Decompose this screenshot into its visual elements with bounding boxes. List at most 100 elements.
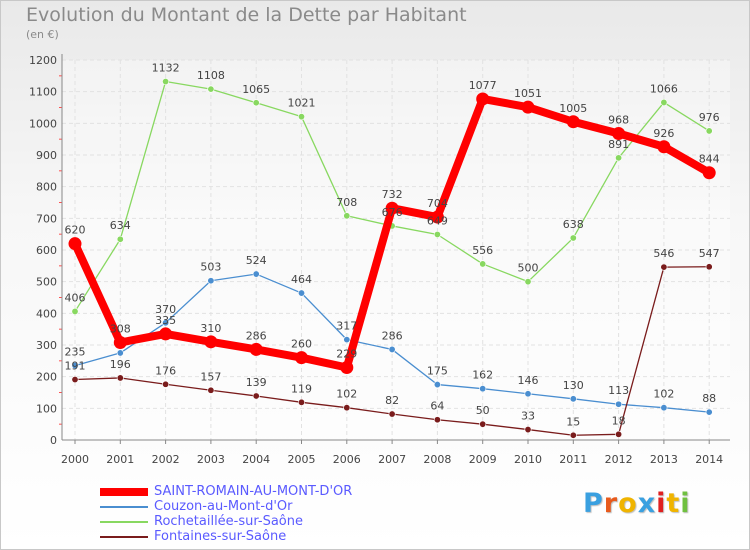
x-tick-label: 2007 bbox=[378, 453, 406, 466]
y-tick-label: 500 bbox=[36, 276, 57, 289]
data-label: 113 bbox=[608, 384, 629, 397]
series-point-0 bbox=[204, 335, 218, 349]
data-label: 50 bbox=[476, 404, 490, 417]
series-point-0 bbox=[476, 92, 490, 106]
series-point-2 bbox=[162, 78, 170, 86]
y-tick-label: 800 bbox=[36, 181, 57, 194]
data-label: 464 bbox=[291, 273, 312, 286]
series-point-1 bbox=[343, 336, 351, 344]
data-label: 229 bbox=[336, 347, 357, 360]
data-label: 1021 bbox=[288, 97, 316, 110]
data-label: 1077 bbox=[469, 79, 497, 92]
legend-swatch-fontaines bbox=[100, 536, 148, 538]
series-point-2 bbox=[433, 230, 441, 238]
data-label: 64 bbox=[430, 400, 444, 413]
axes: 0 100 200 300 400 500 600 700 800 900 1000 1100 1200… bbox=[29, 54, 730, 466]
series-point-0 bbox=[521, 100, 535, 114]
y-tick-label: 1200 bbox=[29, 54, 57, 67]
data-label: 317 bbox=[336, 320, 357, 333]
data-label: 82 bbox=[385, 394, 399, 407]
y-tick-label: 900 bbox=[36, 149, 57, 162]
data-label: 1132 bbox=[152, 62, 180, 75]
series-point-0 bbox=[566, 115, 580, 129]
series-point-3 bbox=[615, 430, 623, 438]
data-label: 1066 bbox=[650, 82, 678, 95]
data-label: 286 bbox=[246, 329, 267, 342]
series-group bbox=[68, 78, 716, 439]
data-label: 844 bbox=[699, 153, 720, 166]
data-labels: 620 308 335 310 286 260 229 732 704 1077 1051 1005 9… bbox=[65, 62, 720, 429]
series-point-3 bbox=[705, 263, 713, 271]
legend-label: Rochetaillée-sur-Saône bbox=[154, 514, 303, 529]
series-point-3 bbox=[569, 431, 577, 439]
data-label: 406 bbox=[65, 291, 86, 304]
proxiti-logo: Proxiti bbox=[583, 488, 691, 519]
x-tick-label: 2002 bbox=[152, 453, 180, 466]
series-point-1 bbox=[479, 385, 487, 393]
legend-swatch-saint-romain bbox=[100, 488, 148, 496]
data-label: 370 bbox=[155, 303, 176, 316]
series-point-1 bbox=[71, 362, 79, 370]
series-point-2 bbox=[116, 235, 124, 243]
series-point-1 bbox=[207, 277, 215, 285]
data-label: 676 bbox=[382, 206, 403, 219]
series-point-3 bbox=[162, 380, 170, 388]
y-tick-label: 400 bbox=[36, 307, 57, 320]
series-point-2 bbox=[660, 98, 668, 106]
x-tick-label: 2006 bbox=[333, 453, 361, 466]
series-point-2 bbox=[297, 113, 305, 121]
series-point-3 bbox=[388, 410, 396, 418]
series-point-2 bbox=[252, 99, 260, 107]
series-point-0 bbox=[159, 327, 173, 341]
series-point-2 bbox=[71, 307, 79, 315]
data-label: 547 bbox=[699, 247, 720, 260]
data-label: 33 bbox=[521, 410, 535, 423]
logo-letter: i bbox=[656, 488, 667, 519]
data-label: 732 bbox=[382, 188, 403, 201]
data-label: 634 bbox=[110, 219, 131, 232]
series-point-1 bbox=[615, 400, 623, 408]
data-label: 503 bbox=[200, 261, 221, 274]
data-label: 704 bbox=[427, 197, 448, 210]
series-point-1 bbox=[705, 408, 713, 416]
series-point-1 bbox=[297, 289, 305, 297]
legend-label: Fontaines-sur-Saône bbox=[154, 529, 287, 544]
data-label: 102 bbox=[336, 388, 357, 401]
series-point-1 bbox=[388, 345, 396, 353]
series-point-0 bbox=[612, 126, 626, 140]
series-point-2 bbox=[705, 127, 713, 135]
series-point-3 bbox=[660, 263, 668, 271]
x-tick-label: 2010 bbox=[514, 453, 542, 466]
legend-label: SAINT-ROMAIN-AU-MONT-D'OR bbox=[154, 484, 353, 499]
data-label: 524 bbox=[246, 254, 267, 267]
y-tick-label: 600 bbox=[36, 244, 57, 257]
data-label: 235 bbox=[65, 346, 86, 359]
series-point-3 bbox=[252, 392, 260, 400]
data-label: 1108 bbox=[197, 69, 225, 82]
legend-swatch-couzon bbox=[100, 506, 148, 508]
data-label: 191 bbox=[65, 360, 86, 373]
series-point-1 bbox=[524, 390, 532, 398]
data-label: 139 bbox=[246, 376, 267, 389]
data-label: 500 bbox=[518, 262, 539, 275]
series-point-1 bbox=[660, 404, 668, 412]
series-point-0 bbox=[249, 342, 263, 356]
grid bbox=[62, 59, 730, 441]
data-label: 196 bbox=[110, 358, 131, 371]
y-tick-label: 1000 bbox=[29, 117, 57, 130]
legend-label: Couzon-au-Mont-d'Or bbox=[154, 499, 293, 514]
series-point-2 bbox=[207, 85, 215, 93]
data-label: 638 bbox=[563, 218, 584, 231]
data-label: 335 bbox=[155, 314, 176, 327]
x-tick-label: 2012 bbox=[605, 453, 633, 466]
series-point-2 bbox=[524, 278, 532, 286]
data-label: 620 bbox=[65, 224, 86, 237]
x-tick-label: 2011 bbox=[559, 453, 587, 466]
data-label: 976 bbox=[699, 111, 720, 124]
data-label: 102 bbox=[653, 388, 674, 401]
data-label: 1065 bbox=[242, 83, 270, 96]
x-tick-label: 2001 bbox=[106, 453, 134, 466]
series-point-1 bbox=[569, 395, 577, 403]
series-point-3 bbox=[433, 416, 441, 424]
y-tick-label: 300 bbox=[36, 339, 57, 352]
